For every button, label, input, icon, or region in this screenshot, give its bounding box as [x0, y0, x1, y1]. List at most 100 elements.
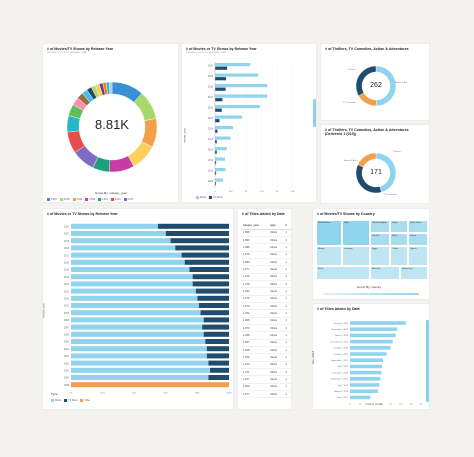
bar — [350, 346, 391, 350]
release-year-donut[interactable] — [43, 44, 180, 204]
pie-slice — [108, 81, 113, 95]
y-tick-label: 2012 — [208, 150, 214, 152]
bar-movie — [215, 63, 251, 67]
legend-tv-show: TV Show — [64, 399, 77, 402]
stacked-bar-movie — [71, 238, 171, 244]
table-cell: Movie — [268, 331, 284, 340]
genre-donut-2[interactable] — [321, 125, 431, 205]
legend-other: Other — [80, 399, 90, 402]
stacked-legend: Movie TV Show Other — [51, 399, 90, 402]
treemap-cell[interactable]: India — [342, 220, 370, 246]
genre-donut-1[interactable] — [321, 44, 431, 122]
table-row[interactable]: 1,973 Movie 1 — [241, 302, 291, 311]
bar-movie — [215, 105, 260, 109]
table-cell: Movie — [268, 236, 284, 245]
panel-subtitle: SHOWING TOP 10 BY RELEASE_YEAR — [186, 52, 227, 54]
y-tick-label: 2001 — [64, 371, 70, 373]
y-tick-label: 2017 — [208, 97, 214, 99]
treemap-cell[interactable]: Germany — [342, 246, 370, 266]
treemap-cell[interactable]: United States — [316, 220, 342, 246]
bar — [350, 352, 387, 356]
table-row[interactable]: 1,973 Movie 1 — [241, 361, 291, 370]
stacked-bar-chart[interactable]: 0% 20% 40% 60% 80% 100% 2021 2020 2019 2018 2017 20… — [43, 209, 235, 411]
y-tick-label: June 1, 2021 — [336, 397, 348, 399]
legend-tv-show: TV Show — [209, 196, 222, 199]
release-year-bar-chart[interactable]: 0 500 1K 1.5K 2K 2.5K 2020 2019 2018 2017 2016 2015… — [182, 44, 318, 204]
treemap-cell[interactable]: Nigeria — [408, 246, 428, 266]
treemap-cell[interactable]: France — [408, 233, 428, 246]
stacked-bar-tv-show — [192, 274, 229, 280]
x-tick-label: 20 — [359, 404, 362, 406]
x-axis-label: show_id (Count) — [365, 403, 384, 406]
column-header[interactable]: # — [283, 222, 291, 230]
x-tick-label: 100% — [226, 393, 232, 395]
table-row[interactable]: 1,975 Movie 1 — [241, 295, 291, 303]
table-row[interactable]: 1,977 Movie 1 — [241, 390, 291, 399]
treemap-cell[interactable]: Hong Kong — [400, 266, 428, 280]
legend-title: Type — [51, 392, 58, 396]
table-row[interactable]: 1,992 Movie 1 — [241, 287, 291, 296]
table-row[interactable]: 1,976 Movie 1 — [241, 273, 291, 281]
scrollbar[interactable] — [313, 99, 316, 127]
table-row[interactable]: 1,967 Movie 1 — [241, 339, 291, 348]
table-cell: 1,988 — [241, 243, 269, 252]
x-tick-label: 60% — [164, 393, 168, 395]
scrollbar[interactable] — [426, 320, 429, 402]
bar — [350, 389, 378, 393]
slice-label-thrillers: Thrillers — [393, 151, 401, 153]
country-treemap[interactable]: United States India United Kingdom Japan Sou… — [316, 220, 428, 280]
treemap-cell[interactable]: Canada — [370, 233, 390, 246]
legend-movie: Movie — [196, 196, 206, 199]
table-row[interactable]: 1,968 Movie 1 — [241, 317, 291, 325]
stacked-bar-tv-show — [200, 310, 229, 316]
legend-item: 2,003 — [59, 198, 70, 201]
treemap-cell[interactable]: Spain — [390, 233, 408, 246]
column-header[interactable]: release_year — [241, 222, 269, 230]
table-cell: 1 — [283, 353, 291, 362]
table-row[interactable]: 1,968 Movie 1 — [241, 346, 291, 355]
table-row[interactable]: 1,974 Movie 1 — [241, 309, 291, 318]
stacked-bar-movie — [71, 324, 203, 330]
table-cell: 1,971 — [241, 368, 269, 377]
treemap-cell[interactable]: South Korea — [408, 220, 428, 233]
pie-slice — [355, 65, 377, 97]
table-row[interactable]: 1,978 Movie 1 — [241, 280, 291, 289]
pie-slice — [358, 92, 377, 107]
table-row[interactable]: 1,968 Movie 1 — [241, 331, 291, 340]
stacked-bar-tv-show — [208, 375, 229, 380]
y-tick-label: September 1, 2019 — [331, 378, 349, 381]
panel-title: # of Movies/TV Shows by Country — [317, 212, 375, 216]
treemap-cell[interactable]: Mexico — [316, 246, 342, 266]
treemap-cell[interactable]: Turkey — [390, 246, 408, 266]
table-row[interactable]: 1,973 Movie 1 — [241, 324, 291, 333]
bar — [350, 333, 396, 338]
x-tick-label: 140 — [419, 404, 423, 406]
panel-title: # of Titles Added by Date — [242, 212, 285, 216]
panel-title: # of Thrillers, TV Comedies, Action & Ad… — [325, 128, 409, 136]
treemap-cell[interactable]: Egypt — [370, 246, 390, 266]
table-row[interactable]: 1,996 Movie 1 — [241, 236, 291, 245]
bar — [350, 321, 406, 325]
bar — [350, 370, 382, 375]
table-row[interactable]: 1,971 Movie 1 — [241, 368, 291, 377]
table-row[interactable]: 1,969 Movie 1 — [241, 383, 291, 392]
treemap-cell[interactable]: Australia — [370, 266, 400, 280]
table-row[interactable]: 1,998 Movie 1 — [241, 229, 291, 237]
table-row[interactable]: 1,980 Movie 1 — [241, 258, 291, 267]
y-tick-label: 2009 — [64, 313, 70, 315]
table-row[interactable]: 1,977 Movie 1 — [241, 265, 291, 274]
table-row[interactable]: 1,988 Movie 1 — [241, 243, 291, 252]
table-row[interactable]: 1,966 Movie 1 — [241, 353, 291, 362]
treemap-cell[interactable]: Japan — [390, 220, 408, 233]
table-cell: Movie — [268, 346, 284, 355]
table-cell: 1 — [283, 273, 291, 281]
donut-center-value: 262 — [370, 82, 382, 89]
table-row[interactable]: 1,976 Movie 1 — [241, 251, 291, 259]
table-row[interactable]: 1,977 Movie 1 — [241, 375, 291, 384]
column-header[interactable]: type — [268, 222, 284, 230]
x-tick-label: 0 — [214, 191, 216, 193]
treemap-cell[interactable]: Brazil — [316, 266, 370, 280]
stacked-bar-movie — [71, 295, 198, 301]
treemap-cell[interactable]: United Kingdom — [370, 220, 390, 233]
added-date-bar-chart[interactable]: 0 20 40 60 80 100 120 140 January 1, 2020 Novembe… — [313, 304, 431, 411]
